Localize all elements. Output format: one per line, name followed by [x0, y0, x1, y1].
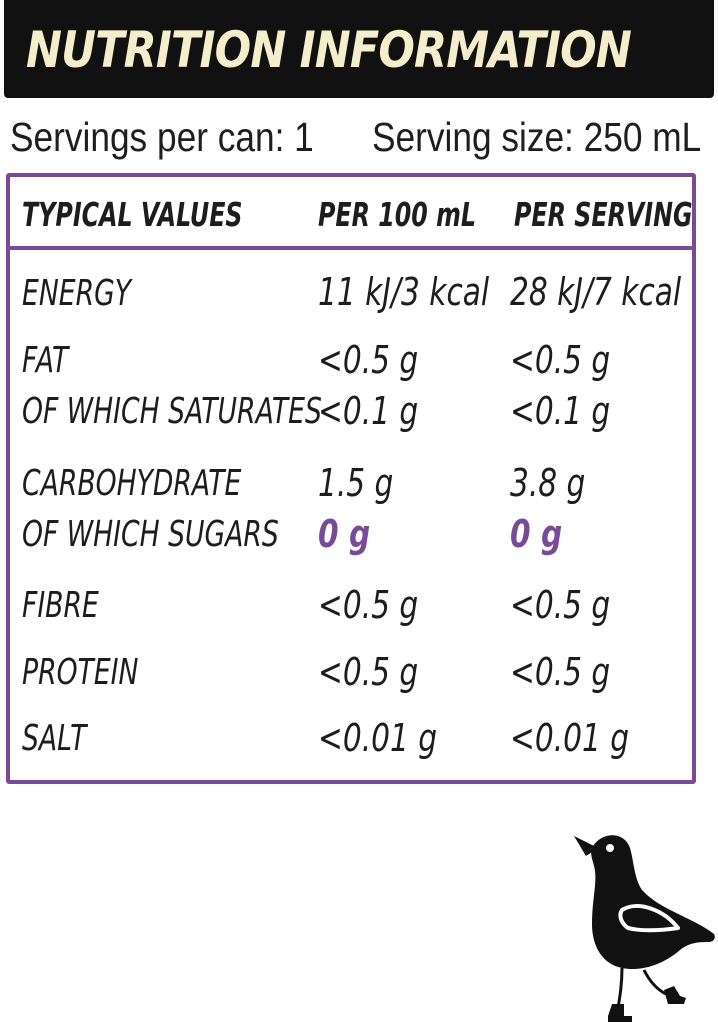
nutrition-table [6, 173, 696, 784]
title-bar: NUTRITION INFORMATION [4, 0, 714, 98]
value-fibre-serving: <0.5 g [510, 583, 611, 627]
row-label-saturates: OF WHICH SATURATES [22, 391, 322, 432]
value-fibre-per100: <0.5 g [318, 583, 419, 627]
serving-size: Serving size: 250 mL [372, 114, 702, 160]
bird-mascot-icon [574, 835, 715, 1022]
value-saturates-serving: <0.1 g [510, 389, 611, 433]
header-divider [6, 246, 696, 250]
header-per-serving: PER SERVING [514, 195, 693, 234]
value-fat-serving: <0.5 g [510, 338, 611, 382]
value-sugars-serving: 0 g [510, 512, 563, 556]
row-label-energy: ENERGY [22, 273, 132, 314]
value-protein-serving: <0.5 g [510, 650, 611, 694]
value-energy-per100: 11 kJ/3 kcal [318, 270, 490, 314]
header-per-100ml: PER 100 mL [318, 195, 476, 234]
row-label-protein: PROTEIN [22, 652, 139, 693]
header-typical-values: TYPICAL VALUES [22, 195, 243, 234]
value-carbohydrate-serving: 3.8 g [510, 461, 586, 505]
row-label-fat: FAT [22, 340, 69, 381]
value-saturates-per100: <0.1 g [318, 389, 419, 433]
row-label-salt: SALT [22, 718, 87, 759]
value-carbohydrate-per100: 1.5 g [318, 461, 394, 505]
value-sugars-per100: 0 g [318, 512, 371, 556]
servings-per-can: Servings per can: 1 [10, 114, 314, 160]
value-energy-serving: 28 kJ/7 kcal [510, 270, 682, 314]
row-label-carbohydrate: CARBOHYDRATE [22, 463, 242, 504]
row-label-sugars: OF WHICH SUGARS [22, 514, 279, 555]
value-salt-serving: <0.01 g [510, 716, 630, 760]
page-title: NUTRITION INFORMATION [26, 21, 632, 79]
value-protein-per100: <0.5 g [318, 650, 419, 694]
row-label-fibre: FIBRE [22, 585, 99, 626]
value-salt-per100: <0.01 g [318, 716, 438, 760]
value-fat-per100: <0.5 g [318, 338, 419, 382]
